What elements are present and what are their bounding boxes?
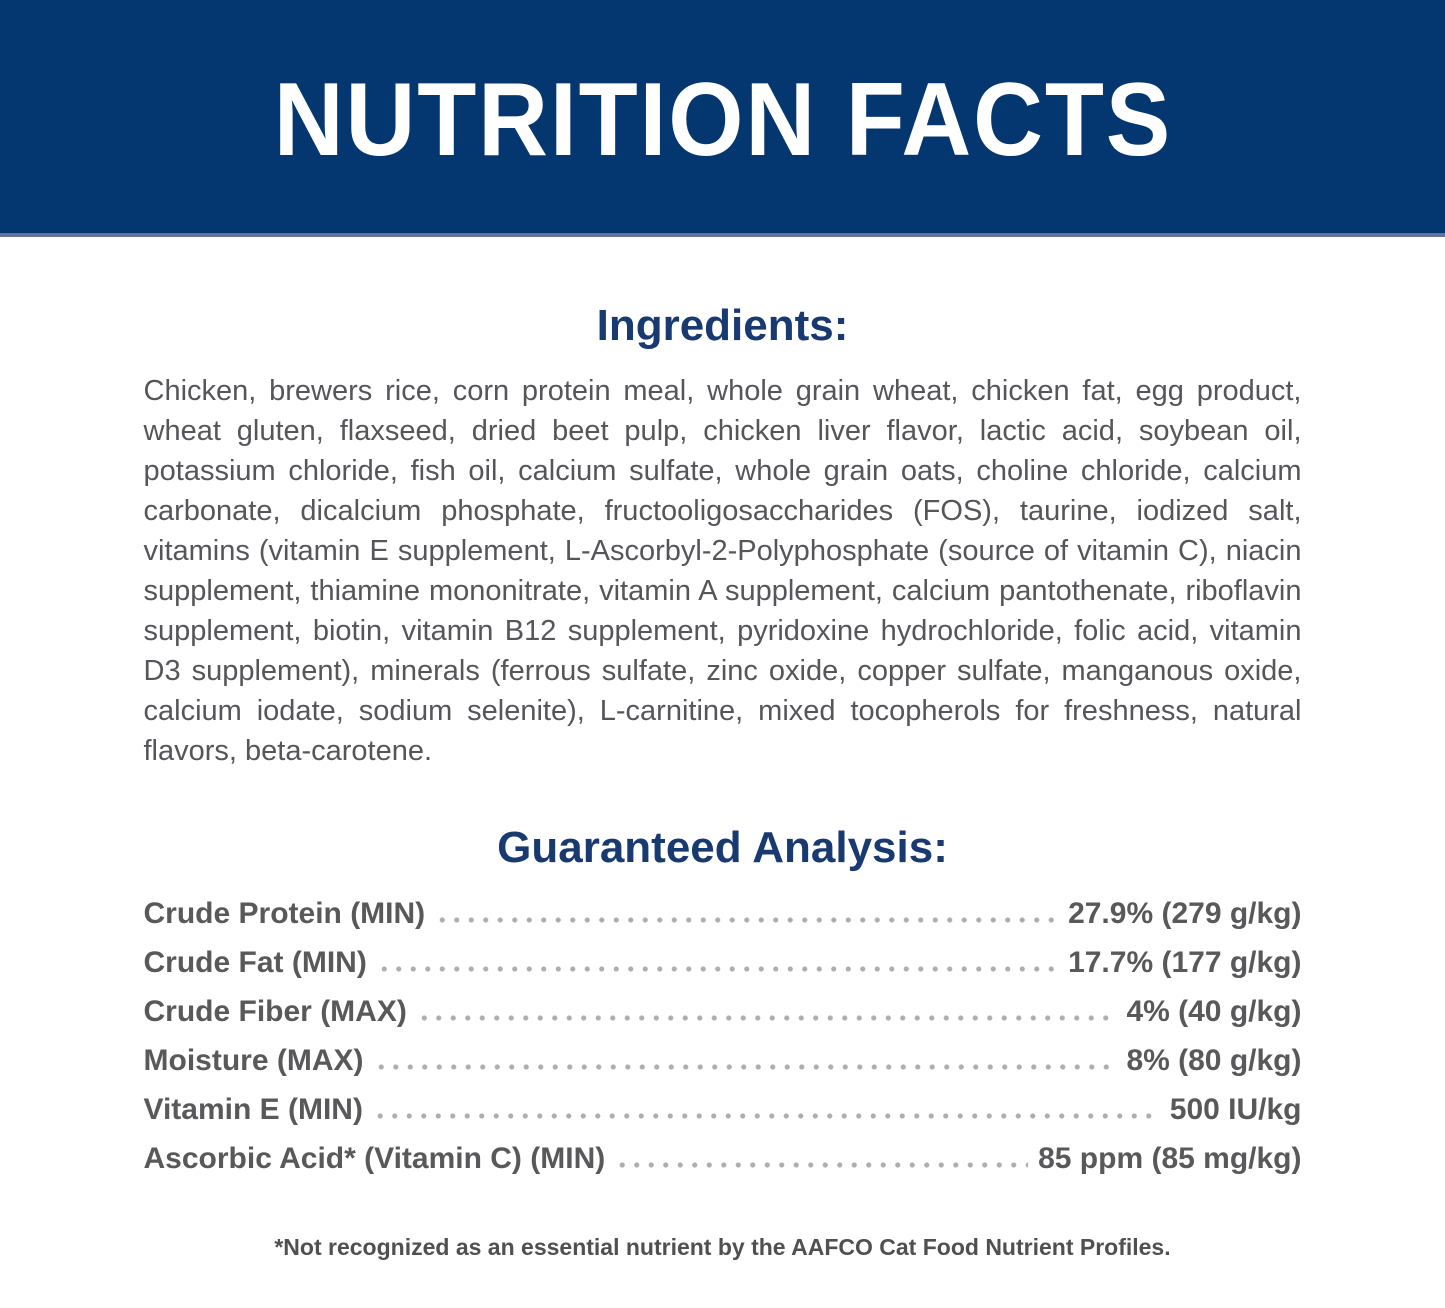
row-value: 17.7% (177 g/kg) bbox=[1068, 946, 1302, 979]
row-label: Crude Fiber (MAX) bbox=[143, 995, 407, 1028]
dotted-leader bbox=[372, 1112, 1160, 1120]
ingredients-heading: Ingredients: bbox=[596, 301, 849, 350]
header-band: NUTRITION FACTS bbox=[0, 0, 1445, 237]
guaranteed-analysis-table: Crude Protein (MIN) 27.9% (279 g/kg) Cru… bbox=[144, 899, 1302, 1174]
guaranteed-analysis-heading: Guaranteed Analysis: bbox=[497, 823, 948, 872]
page-title: NUTRITION FACTS bbox=[273, 62, 1172, 178]
table-row: Crude Fat (MIN) 17.7% (177 g/kg) bbox=[144, 948, 1302, 978]
row-value: 500 IU/kg bbox=[1169, 1093, 1302, 1126]
table-row: Ascorbic Acid* (Vitamin C) (MIN) 85 ppm … bbox=[144, 1144, 1302, 1174]
row-label: Moisture (MAX) bbox=[143, 1044, 364, 1077]
row-label: Crude Protein (MIN) bbox=[143, 897, 426, 930]
dotted-leader bbox=[435, 916, 1059, 924]
row-value: 4% (40 g/kg) bbox=[1126, 995, 1302, 1028]
table-row: Moisture (MAX) 8% (80 g/kg) bbox=[144, 1046, 1302, 1076]
dotted-leader bbox=[376, 965, 1059, 973]
row-label: Ascorbic Acid* (Vitamin C) (MIN) bbox=[143, 1142, 606, 1175]
table-row: Vitamin E (MIN) 500 IU/kg bbox=[144, 1095, 1302, 1125]
row-label: Vitamin E (MIN) bbox=[143, 1093, 363, 1126]
table-row: Crude Protein (MIN) 27.9% (279 g/kg) bbox=[144, 899, 1302, 929]
dotted-leader bbox=[373, 1063, 1117, 1071]
table-row: Crude Fiber (MAX) 4% (40 g/kg) bbox=[144, 997, 1302, 1027]
row-label: Crude Fat (MIN) bbox=[143, 946, 367, 979]
dotted-leader bbox=[416, 1014, 1117, 1022]
dotted-leader bbox=[615, 1161, 1029, 1169]
row-value: 85 ppm (85 mg/kg) bbox=[1038, 1142, 1302, 1175]
aafco-footnote: *Not recognized as an essential nutrient… bbox=[274, 1234, 1171, 1260]
row-value: 27.9% (279 g/kg) bbox=[1068, 897, 1302, 930]
ingredients-paragraph: Chicken, brewers rice, corn protein meal… bbox=[143, 375, 1302, 767]
row-value: 8% (80 g/kg) bbox=[1126, 1044, 1302, 1077]
